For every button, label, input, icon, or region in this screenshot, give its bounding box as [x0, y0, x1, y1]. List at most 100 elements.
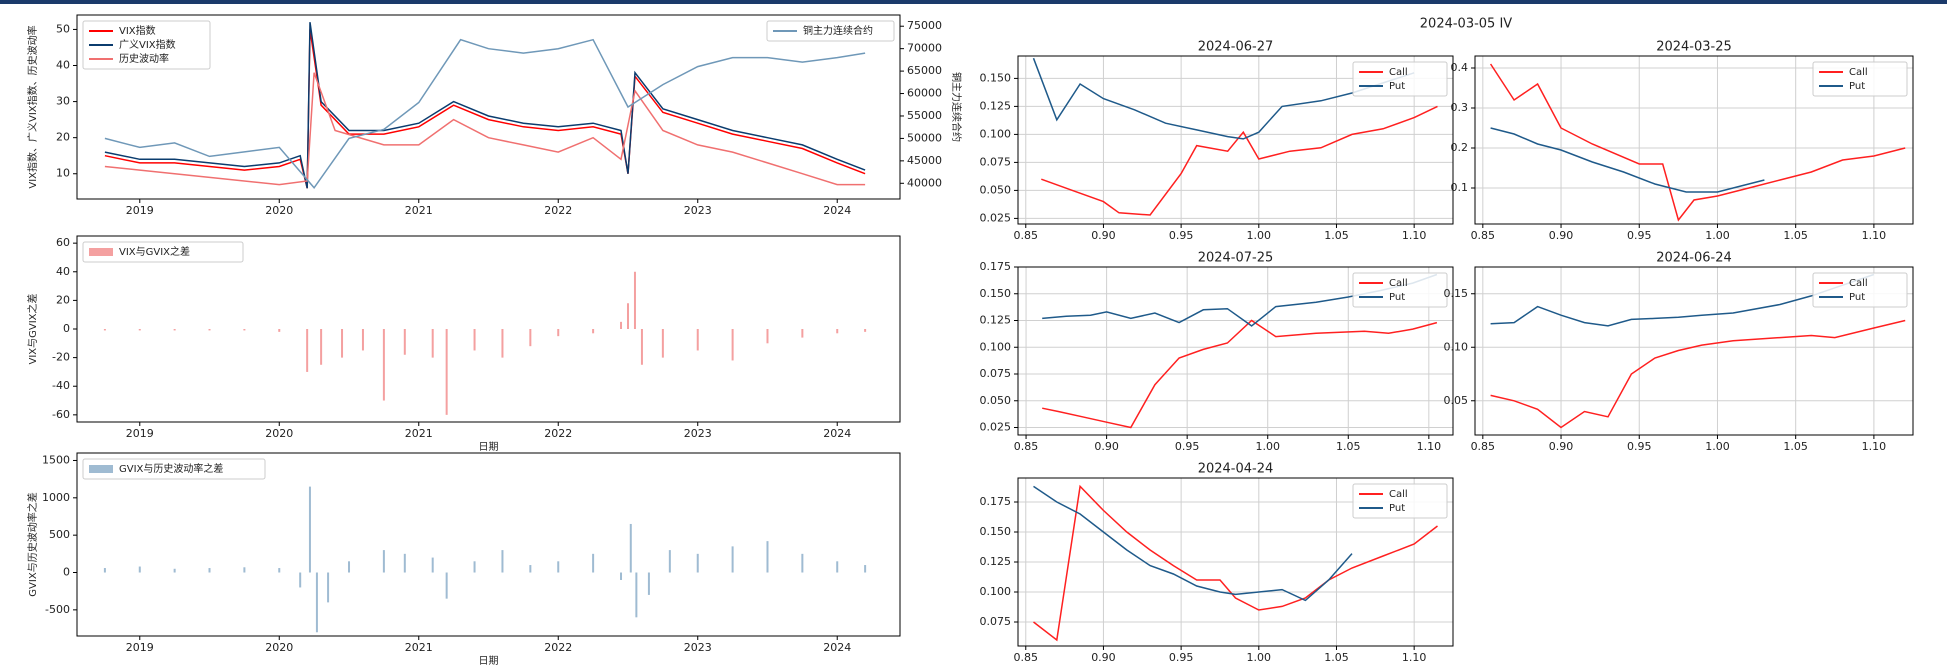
- legend-label: 铜主力连续合约: [803, 24, 873, 37]
- x-tick-label: 2019: [126, 204, 154, 217]
- y-axis-label: VIX与GVIX之差: [26, 293, 39, 364]
- bar: [766, 329, 769, 344]
- x-tick-label: 0.90: [1549, 229, 1574, 242]
- legend-label: Put: [1389, 292, 1405, 303]
- x-tick-label: 0.95: [1627, 229, 1652, 242]
- y-tick-label: 0.050: [980, 183, 1012, 196]
- plot-area: [77, 453, 900, 636]
- y-tick-label: -20: [52, 351, 70, 364]
- bar: [208, 329, 211, 331]
- bar: [308, 486, 311, 573]
- bar: [647, 572, 650, 595]
- y-tick-label: 1000: [42, 491, 70, 504]
- line-series: [104, 22, 866, 189]
- y2-tick-label: 40000: [907, 176, 942, 189]
- x-tick-label: 0.95: [1627, 440, 1652, 453]
- y2-axis-label: 铜主力连续合约: [950, 72, 963, 142]
- chart-title: 2024-06-27: [1198, 40, 1274, 55]
- line-series: [104, 38, 866, 190]
- bar: [361, 329, 364, 351]
- y-tick-label: 20: [56, 131, 70, 144]
- bar: [431, 557, 434, 573]
- y-tick-label: -40: [52, 379, 70, 392]
- y-tick-label: 60: [56, 236, 70, 249]
- y-tick-label: 0.125: [980, 555, 1012, 568]
- x-tick-label: 0.90: [1091, 229, 1116, 242]
- y2-tick-label: 70000: [907, 42, 942, 55]
- x-tick-label: 0.85: [1471, 229, 1496, 242]
- bar: [696, 329, 699, 351]
- y-tick-label: 1500: [42, 453, 70, 466]
- x-tick-label: 0.95: [1169, 651, 1194, 664]
- bar: [731, 546, 734, 573]
- bar: [557, 561, 560, 573]
- bar: [473, 561, 476, 573]
- x-tick-label: 2019: [126, 641, 154, 654]
- bar: [348, 561, 351, 573]
- bar: [473, 329, 476, 351]
- x-tick-label: 0.95: [1175, 440, 1200, 453]
- y-tick-label: 0: [63, 566, 70, 579]
- legend-label: VIX指数: [119, 24, 156, 37]
- x-tick-label: 2024: [823, 641, 851, 654]
- bar: [208, 568, 211, 573]
- x-tick-label: 2019: [126, 427, 154, 440]
- y-tick-label: 0.4: [1451, 61, 1469, 74]
- bar: [529, 565, 532, 573]
- bar: [445, 329, 448, 415]
- top-bar: [0, 0, 1947, 4]
- legend-box: [1812, 272, 1908, 308]
- bar: [640, 329, 643, 365]
- bar: [138, 329, 141, 331]
- legend-label: Put: [1389, 503, 1405, 514]
- legend-label: 广义VIX指数: [119, 38, 176, 51]
- plot-frame: [1017, 266, 1454, 436]
- bar: [299, 572, 302, 588]
- y-tick-label: 0.100: [980, 340, 1012, 353]
- figure-title: 2024-03-05 IV: [1420, 17, 1513, 32]
- y-tick-label: 0.125: [980, 314, 1012, 327]
- x-tick-label: 2024: [823, 204, 851, 217]
- legend-label: GVIX与历史波动率之差: [119, 462, 223, 475]
- bar: [341, 329, 344, 358]
- plot-frame: [76, 452, 901, 637]
- y-tick-label: 10: [56, 167, 70, 180]
- legend-label: VIX与GVIX之差: [119, 245, 190, 258]
- y2-tick-label: 45000: [907, 154, 942, 167]
- x-tick-label: 1.00: [1247, 229, 1272, 242]
- bar: [620, 572, 623, 580]
- x-tick-label: 2024: [823, 427, 851, 440]
- legend-box: [766, 20, 895, 42]
- legend-box: [1352, 483, 1448, 519]
- chart-title: 2024-07-25: [1198, 251, 1274, 266]
- x-axis-label: 日期: [479, 655, 499, 667]
- x-tick-label: 1.05: [1324, 229, 1349, 242]
- x-tick-label: 0.85: [1014, 229, 1039, 242]
- bar: [592, 553, 595, 573]
- line-series: [1033, 484, 1438, 642]
- line-series: [104, 29, 866, 189]
- bar: [661, 329, 664, 358]
- legend-swatch: [89, 248, 113, 256]
- chart-title: 2024-04-24: [1198, 462, 1274, 477]
- x-tick-label: 2020: [265, 427, 293, 440]
- line-series: [1041, 105, 1438, 216]
- y-axis-label: VIX指数、广义VIX指数、历史波动率: [26, 25, 39, 188]
- x-tick-label: 0.90: [1091, 651, 1116, 664]
- y2-tick-label: 65000: [907, 64, 942, 77]
- x-tick-label: 1.10: [1862, 440, 1887, 453]
- y-axis-label: GVIX与历史波动率之差: [26, 492, 39, 596]
- bar: [445, 572, 448, 599]
- bar: [103, 568, 106, 573]
- bar: [173, 568, 176, 573]
- x-tick-label: 2022: [544, 427, 572, 440]
- y-tick-label: 0.075: [980, 615, 1012, 628]
- y-tick-label: 0.1: [1451, 181, 1469, 194]
- legend-box: [82, 241, 244, 263]
- bar: [501, 550, 504, 573]
- bar: [138, 566, 141, 573]
- x-tick-label: 1.00: [1705, 440, 1730, 453]
- line-series: [1489, 63, 1906, 222]
- y-tick-label: 0.150: [980, 287, 1012, 300]
- bar: [103, 329, 106, 331]
